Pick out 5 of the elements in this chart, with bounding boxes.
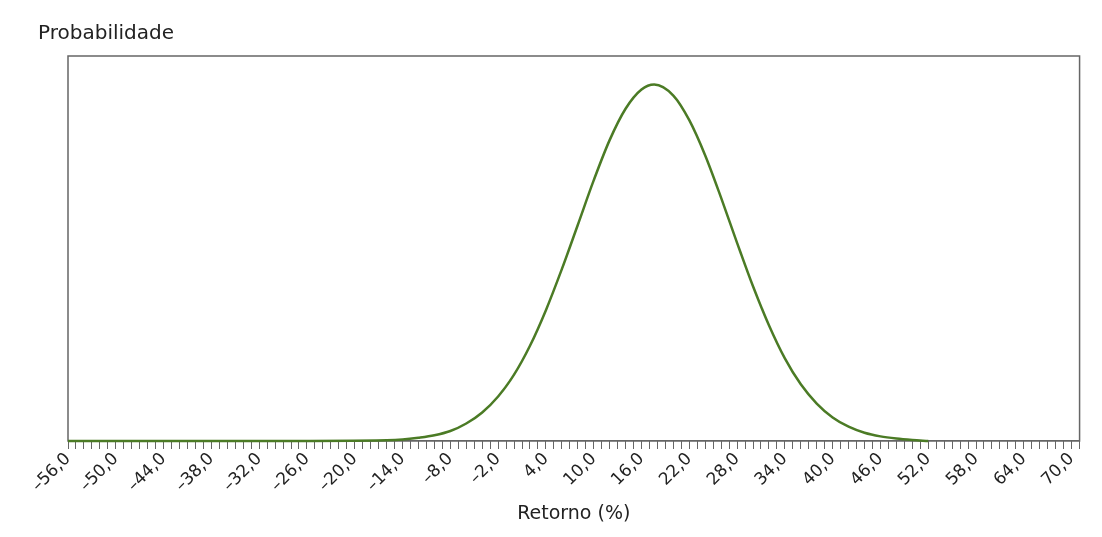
- x-tick-label: –8,0: [417, 448, 457, 488]
- x-tick-label: 4,0: [518, 448, 552, 482]
- x-tick-label: –2,0: [464, 448, 505, 488]
- y-axis-title: Probabilidade: [38, 20, 174, 45]
- x-axis-title: Retorno (%): [517, 500, 631, 523]
